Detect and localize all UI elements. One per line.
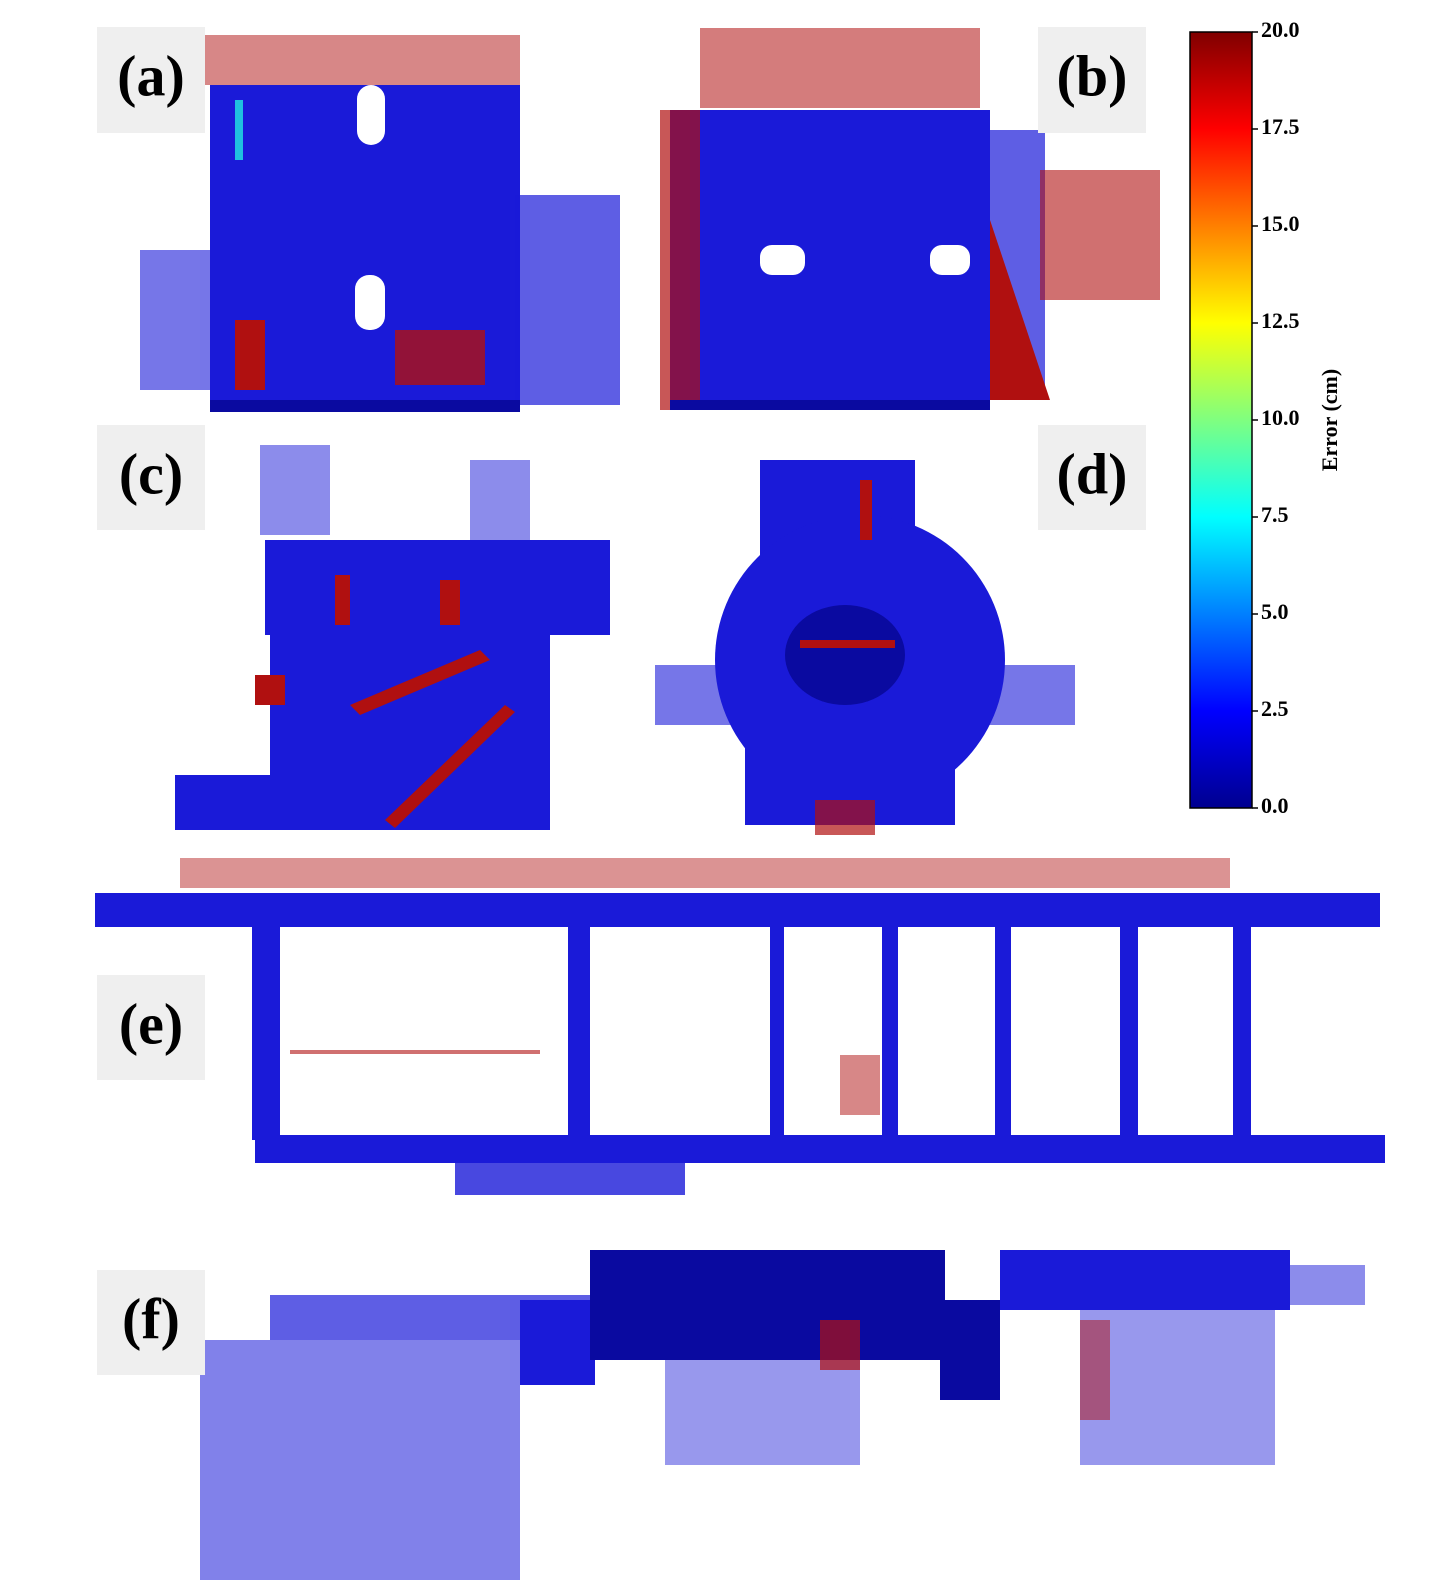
tick-label: 15.0 [1261, 211, 1300, 236]
panel-label: (e) [119, 991, 183, 1056]
colorbar-ticks: 0.0 2.5 5.0 7.5 10.0 12.5 15.0 17.5 20.0 [1252, 17, 1300, 818]
tick-label: 2.5 [1261, 696, 1289, 721]
colorbar [1190, 32, 1252, 808]
map-f [200, 1250, 1365, 1580]
map-e [95, 858, 1385, 1195]
panel-label: (c) [119, 441, 183, 506]
tick-label: 12.5 [1261, 308, 1300, 333]
map-c [175, 445, 610, 830]
tick-label: 10.0 [1261, 405, 1300, 430]
tick-label: 5.0 [1261, 599, 1289, 624]
colorbar-label: Error (cm) [1317, 369, 1342, 471]
panel-label: (b) [1057, 43, 1128, 108]
figure: (a) (b) (c) (d) (e) (f) Error (cm) 0.0 2.… [0, 0, 1454, 1582]
tick-label: 0.0 [1261, 793, 1289, 818]
tick-label: 20.0 [1261, 17, 1300, 42]
panel-label: (d) [1057, 441, 1128, 506]
panel-label: (f) [122, 1286, 180, 1351]
tick-label: 7.5 [1261, 502, 1289, 527]
map-a [140, 35, 620, 412]
tick-label: 17.5 [1261, 114, 1300, 139]
panel-label: (a) [117, 43, 185, 108]
map-d [655, 460, 1075, 835]
